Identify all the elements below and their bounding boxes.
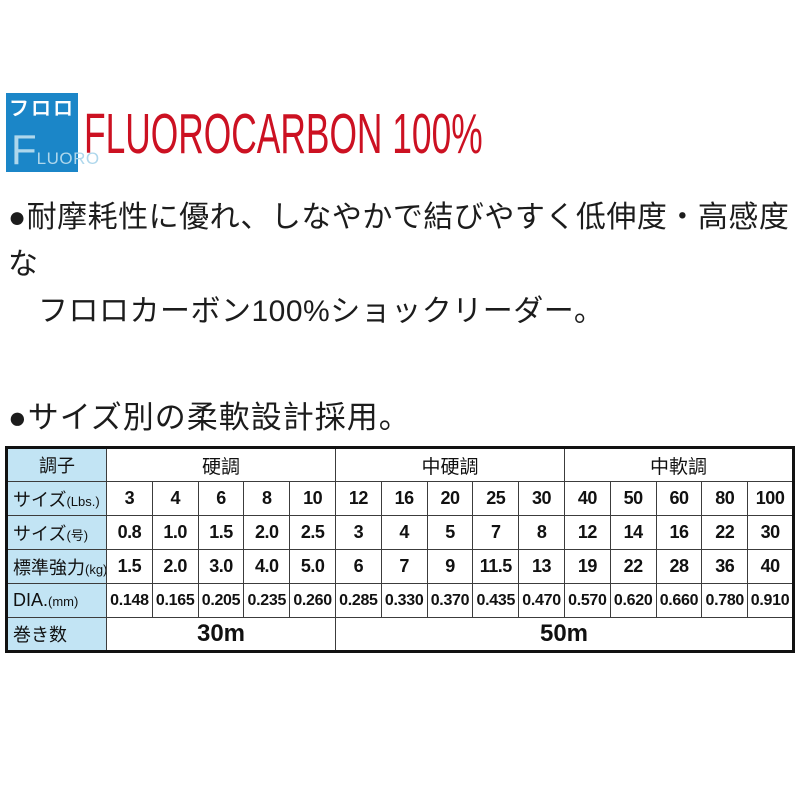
spec-value-cell: 0.780 (701, 583, 749, 618)
spec-value-cell: 3.0 (197, 549, 245, 584)
spec-value-cell: 100 (747, 481, 794, 516)
spec-value-cell: 4.0 (243, 549, 291, 584)
size-design-heading: ●サイズ別の柔軟設計採用。 (8, 400, 411, 435)
table-corner-label: 調子 (6, 447, 107, 482)
spec-value-cell: 30 (518, 481, 565, 516)
column-group-header-1: 中硬調 (334, 447, 565, 482)
spec-value-cell: 0.165 (151, 583, 199, 618)
description-line-2: フロロカーボン100%ショックリーダー。 (38, 295, 605, 328)
spec-value-cell: 1.5 (197, 515, 245, 550)
spec-value-cell: 2.5 (289, 515, 336, 550)
spec-value-cell: 12 (563, 515, 611, 550)
row-label-unit: (kg) (85, 561, 107, 577)
spec-value-cell: 3 (106, 481, 153, 516)
spec-value-cell: 2.0 (243, 515, 291, 550)
length-cell-0: 30m (106, 617, 336, 652)
spec-value-cell: 0.148 (106, 583, 153, 618)
column-group-header-0: 硬調 (106, 447, 336, 482)
row-label-unit: (号) (66, 527, 89, 543)
table-row: サイズ(Lbs.) 3 4 6 8 10 12 16 20 25 30 40 50 60 80 100 (6, 481, 794, 516)
spec-value-cell: 0.570 (563, 583, 611, 618)
spec-value-cell: 8 (518, 515, 565, 550)
description-line-1: ●耐摩耗性に優れ、しなやかで結びやすく低伸度・高感度な (8, 201, 790, 281)
spec-value-cell: 16 (655, 515, 703, 550)
logo-fluoro-text: FLUORO (11, 129, 100, 171)
product-description: ●耐摩耗性に優れ、しなやかで結びやすく低伸度・高感度な フロロカーボン100%シ… (8, 194, 796, 335)
spec-value-cell: 28 (655, 549, 703, 584)
row-label-length: 巻き数 (6, 617, 107, 652)
spec-value-cell: 16 (380, 481, 428, 516)
spec-value-cell: 36 (701, 549, 749, 584)
spec-value-cell: 22 (701, 515, 749, 550)
spec-value-cell: 1.0 (151, 515, 199, 550)
table-row: DIA.(mm) 0.148 0.165 0.205 0.235 0.260 0.285 0.… (6, 583, 794, 618)
spec-value-cell: 40 (747, 549, 794, 584)
spec-value-cell: 3 (334, 515, 382, 550)
spec-value-cell: 25 (472, 481, 520, 516)
spec-value-cell: 4 (151, 481, 199, 516)
spec-value-cell: 7 (380, 549, 428, 584)
row-label-3: DIA.(mm) (6, 583, 107, 618)
spec-value-cell: 0.435 (472, 583, 520, 618)
fluoro-brand-logo: フロロ FLUORO (6, 93, 99, 172)
row-label-2: 標準強力(kg) (6, 549, 107, 584)
spec-value-cell: 1.5 (106, 549, 153, 584)
spec-value-cell: 11.5 (472, 549, 520, 584)
spec-value-cell: 9 (426, 549, 474, 584)
spec-value-cell: 0.470 (518, 583, 565, 618)
logo-large-f: F (11, 126, 37, 174)
spec-value-cell: 7 (472, 515, 520, 550)
logo-katakana-text: フロロ (9, 98, 75, 120)
spec-value-cell: 2.0 (151, 549, 199, 584)
table-header-row: 調子 硬調 中硬調 中軟調 (6, 447, 795, 482)
spec-value-cell: 40 (563, 481, 611, 516)
spec-value-cell: 6 (197, 481, 245, 516)
row-label-1: サイズ(号) (6, 515, 107, 550)
spec-value-cell: 5.0 (289, 549, 336, 584)
row-label-0: サイズ(Lbs.) (6, 481, 107, 516)
spec-value-cell: 60 (655, 481, 703, 516)
spec-value-cell: 10 (289, 481, 336, 516)
spec-value-cell: 0.330 (380, 583, 428, 618)
spec-value-cell: 20 (426, 481, 474, 516)
spec-value-cell: 19 (563, 549, 611, 584)
spec-value-cell: 6 (334, 549, 382, 584)
length-cell-1: 50m (334, 617, 795, 652)
spec-value-cell: 50 (609, 481, 657, 516)
spec-value-cell: 0.235 (243, 583, 291, 618)
table-row-length: 巻き数 30m 50m (6, 617, 795, 652)
page-title: FLUOROCARBON 100% (84, 102, 483, 166)
spec-value-cell: 0.285 (334, 583, 382, 618)
logo-fluoro-rest: LUORO (36, 149, 100, 169)
spec-value-cell: 0.205 (197, 583, 245, 618)
spec-value-cell: 5 (426, 515, 474, 550)
spec-value-cell: 0.370 (426, 583, 474, 618)
spec-value-cell: 4 (380, 515, 428, 550)
spec-value-cell: 0.8 (106, 515, 153, 550)
table-row: 標準強力(kg) 1.5 2.0 3.0 4.0 5.0 6 7 9 11.5 13 19 22 28 36… (6, 549, 794, 584)
spec-value-cell: 8 (243, 481, 291, 516)
spec-value-cell: 14 (609, 515, 657, 550)
spec-value-cell: 0.660 (655, 583, 703, 618)
spec-value-cell: 22 (609, 549, 657, 584)
spec-value-cell: 13 (518, 549, 565, 584)
spec-value-cell: 0.260 (289, 583, 336, 618)
spec-value-cell: 12 (334, 481, 382, 516)
spec-value-cell: 0.910 (747, 583, 794, 618)
spec-value-cell: 30 (747, 515, 794, 550)
row-label-unit: (Lbs.) (66, 493, 100, 509)
row-label-unit: (mm) (48, 594, 79, 609)
spec-value-cell: 80 (701, 481, 749, 516)
table-row: サイズ(号) 0.8 1.0 1.5 2.0 2.5 3 4 5 7 8 12 14 16 22 30 (6, 515, 794, 550)
spec-table: 調子 硬調 中硬調 中軟調 サイズ(Lbs.) 3 4 6 8 10 12 16 20 25 30 40 50 6… (5, 446, 795, 653)
column-group-header-2: 中軟調 (563, 447, 795, 482)
spec-value-cell: 0.620 (609, 583, 657, 618)
spec-table-body: 調子 硬調 中硬調 中軟調 サイズ(Lbs.) 3 4 6 8 10 12 16 20 25 30 40 50 6… (6, 447, 795, 652)
